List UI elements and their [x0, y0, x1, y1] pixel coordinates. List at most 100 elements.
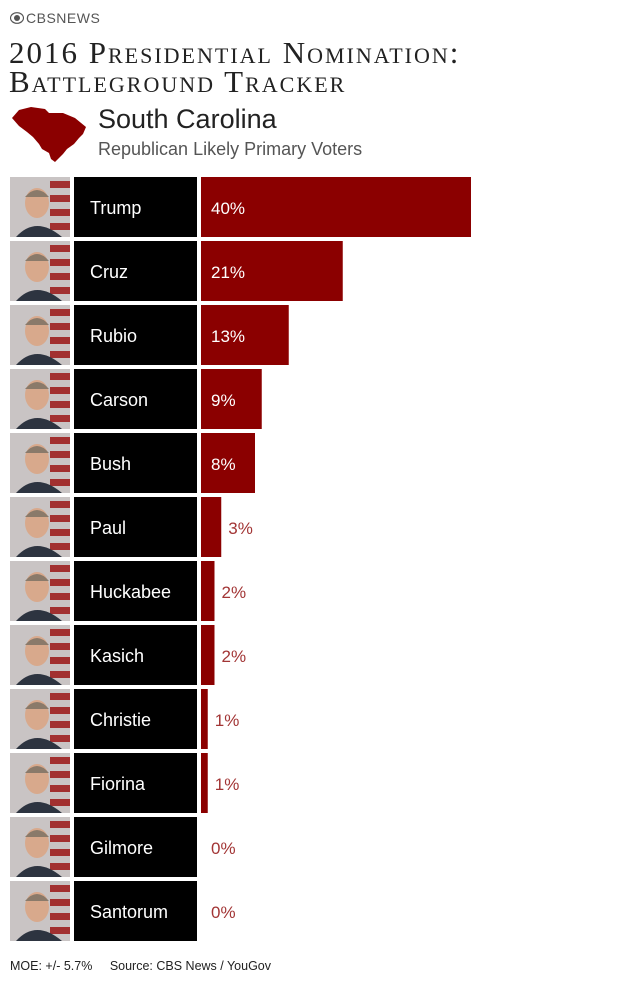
photo-flag-stripe-carson [50, 401, 70, 408]
photo-flag-stripe-cruz [50, 259, 70, 266]
bar-cruz [201, 241, 343, 301]
value-label-fiorina: 1% [215, 775, 240, 794]
photo-flag-stripe-fiorina [50, 799, 70, 806]
value-label-rubio: 13% [211, 327, 245, 346]
photo-flag-stripe-gilmore [50, 863, 70, 870]
label-box-fiorina [74, 753, 197, 813]
photo-shoulders-trump [16, 226, 62, 237]
footer: MOE: +/- 5.7% Source: CBS News / YouGov [10, 959, 271, 973]
state-name: South Carolina [98, 104, 277, 134]
category-label-cruz: Cruz [90, 262, 128, 282]
value-label-santorum: 0% [211, 903, 236, 922]
photo-flag-stripe-paul [50, 543, 70, 550]
category-label-bush: Bush [90, 454, 131, 474]
photo-shoulders-bush [16, 482, 62, 493]
photo-shoulders-huckabee [16, 610, 62, 621]
photo-flag-stripe-kasich [50, 657, 70, 664]
photo-flag-stripe-carson [50, 373, 70, 380]
category-label-gilmore: Gilmore [90, 838, 153, 858]
value-label-paul: 3% [228, 519, 253, 538]
photo-shoulders-kasich [16, 674, 62, 685]
category-label-huckabee: Huckabee [90, 582, 171, 602]
photo-flag-stripe-kasich [50, 671, 70, 678]
south-carolina-map-icon [12, 107, 86, 162]
photo-flag-stripe-rubio [50, 323, 70, 330]
label-box-huckabee [74, 561, 197, 621]
photo-flag-stripe-carson [50, 387, 70, 394]
photo-flag-stripe-huckabee [50, 593, 70, 600]
value-label-carson: 9% [211, 391, 236, 410]
title-line-1: 2016 Presidential Nomination: [9, 35, 461, 70]
category-label-santorum: Santorum [90, 902, 168, 922]
photo-shoulders-cruz [16, 290, 62, 301]
value-label-cruz: 21% [211, 263, 245, 282]
photo-shoulders-carson [16, 418, 62, 429]
photo-flag-stripe-huckabee [50, 579, 70, 586]
value-label-bush: 8% [211, 455, 236, 474]
photo-shoulders-rubio [16, 354, 62, 365]
photo-flag-stripe-cruz [50, 245, 70, 252]
photo-flag-stripe-santorum [50, 913, 70, 920]
bar-fiorina [201, 753, 208, 813]
label-box-santorum [74, 881, 197, 941]
brand-text: CBSNEWS [26, 10, 101, 26]
label-box-carson [74, 369, 197, 429]
category-label-paul: Paul [90, 518, 126, 538]
photo-flag-stripe-paul [50, 529, 70, 536]
category-label-rubio: Rubio [90, 326, 137, 346]
photo-flag-stripe-huckabee [50, 565, 70, 572]
photo-flag-stripe-bush [50, 437, 70, 444]
category-label-carson: Carson [90, 390, 148, 410]
photo-flag-stripe-bush [50, 451, 70, 458]
footer-source: Source: CBS News / YouGov [109, 959, 272, 973]
photo-hair-rubio [25, 318, 49, 325]
bar-carson [201, 369, 262, 429]
label-box-trump [74, 177, 197, 237]
photo-hair-trump [25, 190, 49, 197]
photo-flag-stripe-rubio [50, 351, 70, 358]
photo-flag-stripe-rubio [50, 337, 70, 344]
photo-flag-stripe-fiorina [50, 771, 70, 778]
bar-chart: Trump 40% Cruz 21% Rubio 13% Carson 9% Bush 8% Pau… [10, 177, 471, 941]
photo-flag-stripe-trump [50, 223, 70, 230]
photo-flag-stripe-kasich [50, 643, 70, 650]
photo-hair-carson [25, 382, 49, 389]
photo-hair-bush [25, 446, 49, 453]
photo-shoulders-paul [16, 546, 62, 557]
photo-flag-stripe-trump [50, 181, 70, 188]
photo-flag-stripe-gilmore [50, 835, 70, 842]
value-label-huckabee: 2% [222, 583, 247, 602]
label-box-gilmore [74, 817, 197, 877]
photo-flag-stripe-huckabee [50, 607, 70, 614]
photo-flag-stripe-carson [50, 415, 70, 422]
photo-hair-huckabee [25, 574, 49, 581]
photo-hair-santorum [25, 894, 49, 901]
photo-flag-stripe-fiorina [50, 785, 70, 792]
label-box-rubio [74, 305, 197, 365]
chart-title: 2016 Presidential Nomination: Battlegrou… [9, 35, 461, 99]
bar-bush [201, 433, 255, 493]
title-line-2: Battleground Tracker [9, 64, 347, 99]
cbs-eye-icon [10, 12, 24, 24]
bar-huckabee [201, 561, 215, 621]
category-label-christie: Christie [90, 710, 151, 730]
photo-shoulders-santorum [16, 930, 62, 941]
photo-flag-stripe-christie [50, 735, 70, 742]
photo-hair-paul [25, 510, 49, 517]
photo-flag-stripe-santorum [50, 927, 70, 934]
photo-hair-fiorina [25, 766, 49, 773]
photo-flag-stripe-gilmore [50, 849, 70, 856]
bar-christie [201, 689, 208, 749]
bar-trump [201, 177, 471, 237]
photo-flag-stripe-gilmore [50, 821, 70, 828]
value-label-christie: 1% [215, 711, 240, 730]
photo-flag-stripe-cruz [50, 287, 70, 294]
value-label-trump: 40% [211, 199, 245, 218]
label-box-bush [74, 433, 197, 493]
chart-subtitle: Republican Likely Primary Voters [98, 139, 363, 159]
label-box-paul [74, 497, 197, 557]
value-label-kasich: 2% [222, 647, 247, 666]
bar-paul [201, 497, 222, 557]
photo-hair-cruz [25, 254, 49, 261]
photo-hair-christie [25, 702, 49, 709]
